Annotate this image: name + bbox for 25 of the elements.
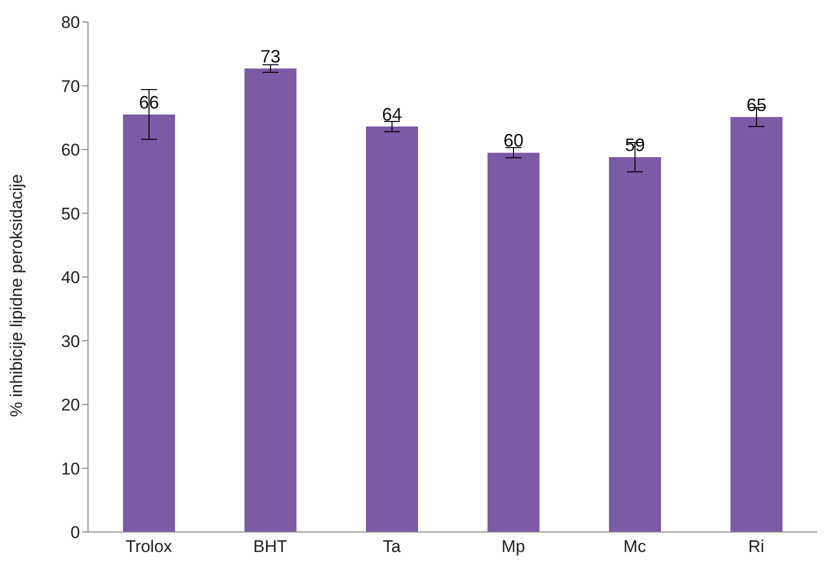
y-tick-label: 60 [61,140,80,160]
y-axis-title: % inhibicije lipidne peroksidacije [7,174,26,417]
x-tick-label: Trolox [125,537,173,556]
x-tick-label: Ta [382,537,402,556]
y-tick-label: 50 [61,204,80,224]
y-tick-label: 70 [61,76,80,96]
y-tick-label: 40 [61,268,80,288]
bar [730,116,782,532]
y-tick-label: 80 [61,13,80,32]
bar [244,68,296,532]
x-tick-label: Mc [623,537,647,556]
y-tick-label: 10 [61,459,80,478]
x-tick-label: BHT [253,537,288,556]
y-tick-label: 0 [70,523,80,542]
bar [366,126,418,532]
x-tick-label: Mp [501,537,526,556]
y-tick-label: 30 [61,332,80,351]
data-label: 73 [260,46,281,67]
bar [488,152,540,532]
y-tick-label: 20 [61,396,80,415]
x-tick-label: Ri [748,537,764,556]
data-label: 64 [382,104,402,125]
bar [123,114,175,532]
data-label: 60 [503,130,524,151]
bar [609,157,661,532]
